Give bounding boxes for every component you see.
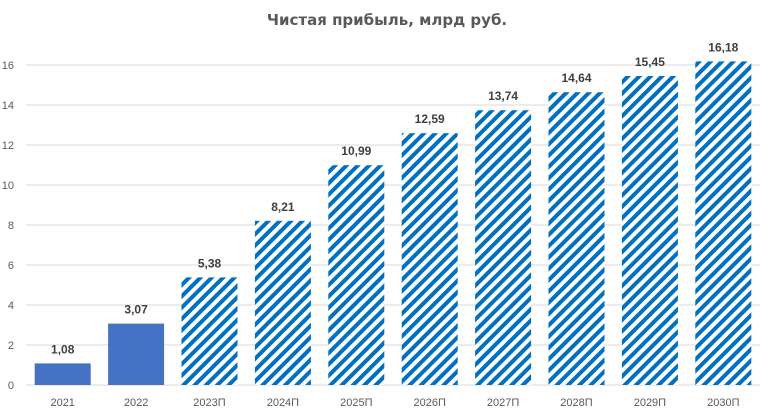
y-tick-label: 8 [8,220,14,232]
data-label: 8,21 [271,200,295,214]
x-tick-label: 2027П [487,397,519,409]
x-tick-label: 2028П [560,397,592,409]
y-tick-label: 16 [2,60,14,72]
data-label: 3,07 [124,303,148,317]
data-label: 14,64 [561,71,591,85]
bar-2024П [254,220,311,385]
bar-2028П [548,92,605,385]
x-tick-label: 2029П [634,397,666,409]
x-tick-label: 2023П [193,397,225,409]
bar-2029П [621,76,678,385]
data-label: 15,45 [635,55,665,69]
y-tick-label: 14 [2,100,14,112]
y-tick-label: 0 [8,380,14,392]
data-label: 10,99 [341,144,371,158]
x-tick-label: 2021 [50,397,74,409]
data-label: 13,74 [488,89,518,103]
bar-2022 [108,323,165,385]
y-tick-label: 12 [2,140,14,152]
data-label: 16,18 [708,40,738,54]
bar-2021 [34,363,91,385]
data-label: 1,08 [51,342,75,356]
bar-2027П [475,110,532,385]
y-tick-label: 4 [8,300,14,312]
x-tick-label: 2025П [340,397,372,409]
x-tick-label: 2022 [124,397,148,409]
x-tick-label: 2024П [267,397,299,409]
data-label: 5,38 [198,256,222,270]
bar-2023П [181,277,238,385]
data-label: 12,59 [415,112,445,126]
x-tick-label: 2030П [707,397,739,409]
y-tick-label: 6 [8,260,14,272]
bar-2026П [401,133,458,385]
bar-2025П [328,165,385,385]
y-tick-label: 2 [8,340,14,352]
bar-2030П [695,61,752,386]
x-tick-label: 2026П [414,397,446,409]
y-tick-label: 10 [2,180,14,192]
chart-title: Чистая прибыль, млрд руб. [267,11,507,29]
